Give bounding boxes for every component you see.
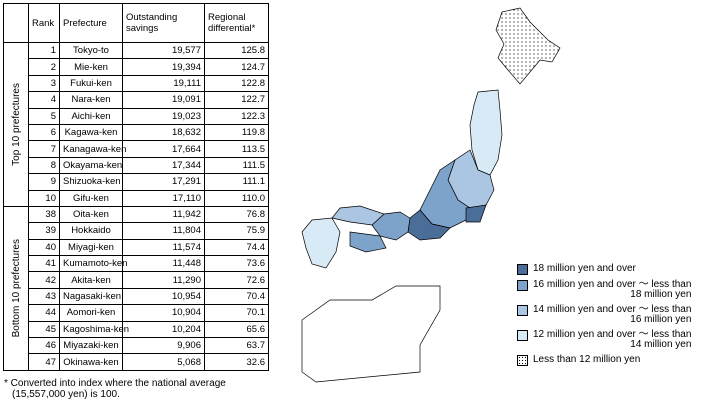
hokkaido (495, 7, 561, 85)
footnote-line: * Converted into index where the nationa… (4, 378, 226, 389)
table-cell: Okinawa-ken (59, 353, 123, 371)
okinawa-frame (301, 285, 441, 383)
legend-entry: 16 million yen and over ～ less than 18 mi… (517, 280, 691, 300)
table-row: 43 Nagasaki-ken 10,954 70.4 (4, 287, 269, 306)
tokyo (465, 204, 487, 223)
legend-swatch (517, 264, 528, 275)
legend-label: 12 million yen and over ～ less than 14 mi… (533, 330, 691, 350)
table-cell: 32.6 (204, 353, 269, 371)
shikoku (349, 231, 387, 253)
table-row: 5 Aichi-ken 19,023 122.3 (4, 107, 269, 125)
legend-label: 14 million yen and over ～ less than 16 mi… (533, 305, 691, 325)
legend-entry: 18 million yen and over (517, 264, 691, 275)
table-row: 8 Okayama-ken 17,344 111.5 (4, 156, 269, 175)
prefectures (301, 7, 561, 383)
legend-swatch (517, 355, 528, 366)
legend-label: 16 million yen and over ～ less than 18 mi… (533, 280, 691, 300)
legend-text: 16 million yen and over ～ less than (533, 279, 692, 290)
header-cell: Outstanding savings (122, 3, 205, 43)
footnote: * Converted into index where the nationa… (4, 378, 226, 400)
legend-text: 16 million yen (630, 314, 692, 325)
table-row: Bottom 10 prefectures 38 Oita-ken 11,942 76.… (3, 205, 269, 371)
table-row: 7 Kanagawa-ken 17,664 113.5 (4, 140, 269, 158)
header-cell: Prefecture (59, 3, 123, 43)
legend-text: 12 million yen and over ～ less than (533, 329, 692, 340)
legend: 18 million yen and over 16 million yen an… (517, 264, 691, 371)
legend-text: 18 million yen and over (533, 263, 636, 274)
table-row: 40 Miyagi-ken 11,574 74.4 (4, 238, 269, 257)
ranking-table: Rank Prefecture Outstanding savings Regi… (3, 3, 269, 371)
legend-label: Less than 12 million yen (533, 355, 640, 366)
legend-text: Less than 12 million yen (533, 354, 641, 365)
legend-swatch (517, 305, 528, 316)
legend-text: 18 million yen (630, 289, 692, 300)
legend-entry: Less than 12 million yen (517, 355, 691, 366)
legend-swatch (517, 280, 528, 291)
table-row: 2 Mie-ken 19,394 124.7 (4, 58, 269, 76)
table-row: 10 Gifu-ken 17,110 110.0 (4, 189, 269, 207)
footnote-line: (15,557,000 yen) is 100. (12, 389, 120, 400)
table-row: 47 Okinawa-ken 5,068 32.6 (4, 353, 269, 371)
group-cell: Top 10 prefectures (3, 42, 29, 207)
legend-text: 14 million yen and over ～ less than (533, 304, 692, 315)
table-row: 42 Akita-ken 11,290 72.6 (4, 271, 269, 289)
header-row: Rank Prefecture Outstanding savings Regi… (3, 3, 269, 43)
kinki (371, 211, 411, 241)
table-body: Top 10 prefectures 1 Tokyo-to 19,577 125.8 2 M… (3, 41, 269, 371)
kyushu (301, 217, 341, 269)
legend-swatch (517, 330, 528, 341)
header-cell: Regional differential* (204, 3, 269, 43)
legend-text: 14 million yen (630, 339, 692, 350)
table-row: 4 Nara-ken 19,091 122.7 (4, 91, 269, 109)
table-row: 3 Fukui-ken 19,111 122.8 (4, 74, 269, 93)
table-cell: 111.1 (204, 173, 269, 191)
legend-entry: 12 million yen and over ～ less than 14 mi… (517, 330, 691, 350)
legend-label: 18 million yen and over (533, 264, 636, 275)
group-cell: Bottom 10 prefectures (3, 205, 29, 371)
legend-entry: 14 million yen and over ～ less than 16 mi… (517, 305, 691, 325)
table-row: 6 Kagawa-ken 18,632 119.8 (4, 123, 269, 142)
